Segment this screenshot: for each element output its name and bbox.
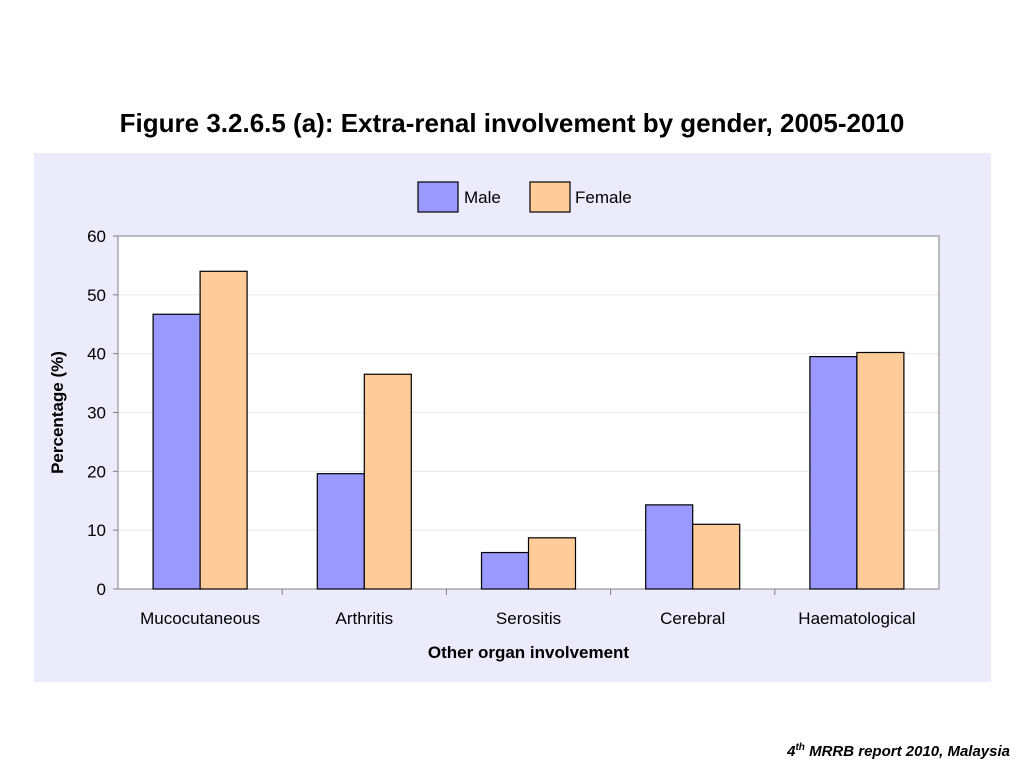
y-tick-label: 30 xyxy=(87,404,106,423)
bar-male-haematological xyxy=(809,356,858,590)
bar-male-cerebral xyxy=(645,504,694,590)
x-tick-label: Cerebral xyxy=(660,609,725,628)
report-edition-number: 4 xyxy=(787,743,796,760)
report-edition-suffix: th xyxy=(795,742,805,753)
legend-label-male: Male xyxy=(464,188,501,207)
x-tick-label: Serositis xyxy=(496,609,561,628)
bar-male-mucocutaneous xyxy=(152,313,201,590)
x-tick-label: Arthritis xyxy=(335,609,393,628)
legend-swatch-male xyxy=(417,181,459,213)
bar-male-serositis xyxy=(480,551,530,590)
y-tick-label: 60 xyxy=(87,227,106,246)
bar-female-cerebral xyxy=(692,523,741,590)
bar-chart: 0 10 20 30 40 50 60 Mucocutaneous Arthritis Seros… xyxy=(34,153,991,682)
bar-female-mucocutaneous xyxy=(199,270,248,590)
y-tick-label: 40 xyxy=(87,345,106,364)
y-tick-label: 0 xyxy=(97,580,106,599)
x-tick-label: Haematological xyxy=(798,609,915,628)
legend-swatch-female xyxy=(529,181,571,213)
bar-female-serositis xyxy=(527,537,577,590)
bar-female-haematological xyxy=(856,351,905,590)
x-tick-label: Mucocutaneous xyxy=(140,609,260,628)
bar-male-arthritis xyxy=(316,473,365,590)
chart-panel: 0 10 20 30 40 50 60 Mucocutaneous Arthritis Seros… xyxy=(34,153,991,682)
legend-label-female: Female xyxy=(575,188,632,207)
y-tick-label: 20 xyxy=(87,462,106,481)
report-citation: 4th MRRB report 2010, Malaysia xyxy=(787,742,1010,760)
bar-female-arthritis xyxy=(363,373,412,590)
x-axis-label: Other organ involvement xyxy=(428,643,630,662)
y-axis-label: Percentage (%) xyxy=(48,351,67,474)
chart-title: Figure 3.2.6.5 (a): Extra-renal involvem… xyxy=(119,108,905,138)
y-tick-label: 10 xyxy=(87,521,106,540)
report-citation-text: MRRB report 2010, Malaysia xyxy=(804,743,1010,760)
y-tick-label: 50 xyxy=(87,286,106,305)
